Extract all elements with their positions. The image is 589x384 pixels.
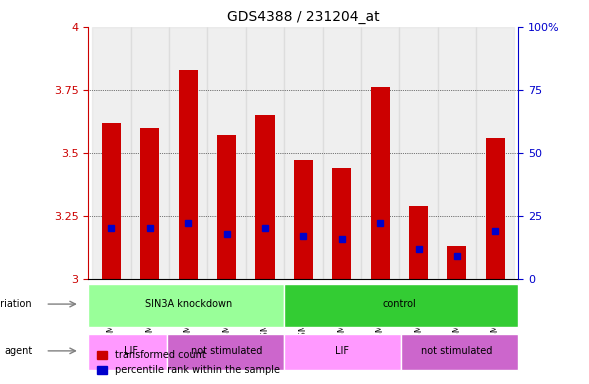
Text: genotype/variation: genotype/variation [0,299,32,309]
Text: LIF: LIF [335,346,349,356]
Bar [332,168,351,279]
Bar [169,27,207,279]
Bar [102,122,121,279]
Text: control: control [382,299,416,309]
Legend: transformed count, percentile rank within the sample: transformed count, percentile rank withi… [93,346,283,379]
Bar [284,27,323,279]
Text: not stimulated: not stimulated [421,346,492,356]
Bar [207,27,246,279]
Title: GDS4388 / 231204_at: GDS4388 / 231204_at [227,10,380,25]
Bar [294,161,313,279]
FancyBboxPatch shape [88,334,167,370]
FancyBboxPatch shape [167,334,284,370]
FancyBboxPatch shape [401,334,518,370]
FancyBboxPatch shape [284,334,401,370]
FancyBboxPatch shape [284,284,518,327]
Bar [246,27,284,279]
Bar [438,27,476,279]
Text: LIF: LIF [124,346,138,356]
FancyBboxPatch shape [88,284,284,327]
Bar [217,135,236,279]
Bar [486,138,505,279]
Text: not stimulated: not stimulated [191,346,262,356]
Bar [476,27,514,279]
Bar [92,27,131,279]
Bar [323,27,361,279]
Bar [140,127,160,279]
Bar [178,70,198,279]
Bar [361,27,399,279]
Bar [447,246,466,279]
Bar [409,206,428,279]
Bar [131,27,169,279]
Bar [256,115,274,279]
Text: agent: agent [4,346,32,356]
Bar [370,88,390,279]
Bar [399,27,438,279]
Text: SIN3A knockdown: SIN3A knockdown [144,299,232,309]
